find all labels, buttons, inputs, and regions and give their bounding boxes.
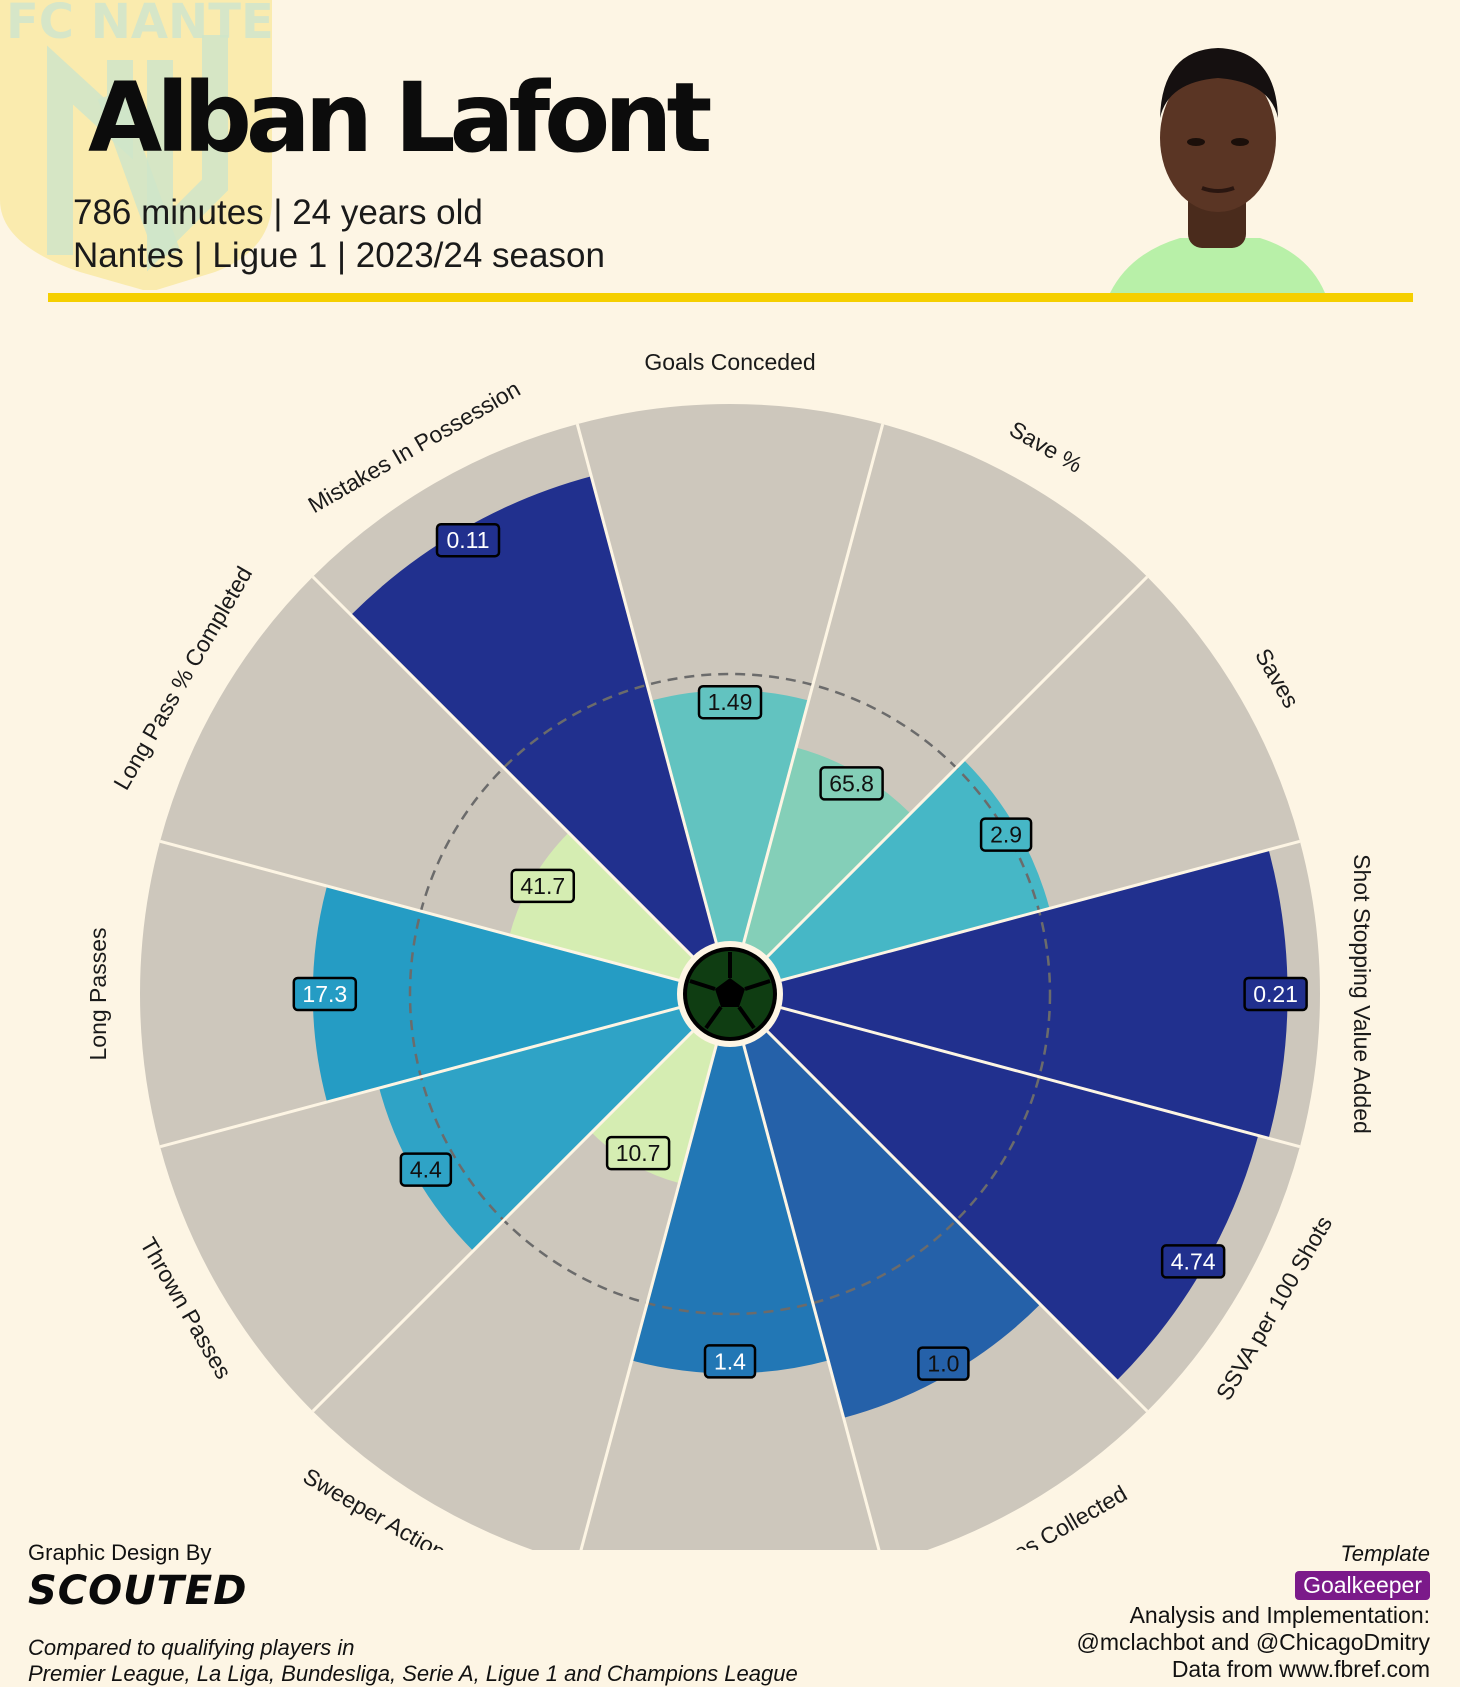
template-badge: Goalkeeper — [1295, 1571, 1430, 1600]
value-label-1: 65.8 — [819, 766, 884, 801]
header-divider — [48, 293, 1413, 302]
divider-3 — [777, 839, 1301, 983]
divider-10 — [159, 839, 683, 983]
bar-0 — [651, 690, 809, 946]
category-label-3: Shot Stopping Value Added — [1349, 854, 1375, 1134]
reference-ring — [408, 672, 1052, 1316]
divider-2 — [764, 575, 1149, 960]
value-label-10: 41.7 — [510, 868, 576, 904]
value-label-6: 1.4 — [703, 1344, 757, 1379]
svg-text:65.8: 65.8 — [829, 770, 874, 796]
divider-0 — [575, 423, 719, 947]
svg-text:2.9: 2.9 — [990, 822, 1022, 848]
value-labels: 1.49 65.8 2.9 0.21 4.74 1.0 1.4 10.7 4.4 17.3 41.7… — [292, 522, 1308, 1381]
bar-2 — [765, 760, 1050, 982]
divider-5 — [764, 1028, 1149, 1413]
svg-text:1.0: 1.0 — [927, 1351, 959, 1377]
divider-9 — [159, 1005, 683, 1149]
value-label-7: 10.7 — [605, 1135, 671, 1171]
template-label: Template — [1340, 1541, 1430, 1566]
club-crest-logo: FC NANTES — [0, 0, 275, 290]
player-info-line1: 786 minutes | 24 years old — [73, 193, 483, 232]
comparison-line1: Compared to qualifying players in — [28, 1635, 355, 1660]
divider-6 — [741, 1041, 881, 1550]
value-label-5: 1.0 — [917, 1346, 970, 1381]
attribution-block: Template Goalkeeper Analysis and Impleme… — [1076, 1540, 1431, 1683]
divider-4 — [777, 1005, 1301, 1149]
value-label-11: 0.11 — [435, 522, 501, 558]
bar-4 — [765, 1006, 1259, 1381]
svg-text:1.49: 1.49 — [708, 689, 753, 715]
slice-dividers — [159, 423, 1301, 1550]
bar-3 — [778, 849, 1288, 1139]
svg-text:0.21: 0.21 — [1253, 981, 1298, 1007]
category-label-1: Save % — [1005, 416, 1087, 478]
comparison-line2: Premier League, La Liga, Bundesliga, Ser… — [28, 1661, 798, 1686]
svg-text:17.3: 17.3 — [302, 981, 347, 1007]
authors: @mclachbot and @ChicagoDmitry — [1076, 1629, 1431, 1655]
data-source: Data from www.fbref.com — [1171, 1656, 1430, 1682]
bar-11 — [350, 476, 718, 959]
value-label-0: 1.49 — [697, 684, 763, 720]
reference-circle — [408, 672, 1052, 1316]
scouted-logo: SCOUTED — [28, 1568, 248, 1614]
value-label-8: 4.4 — [399, 1152, 453, 1187]
bar-5 — [742, 1029, 1041, 1418]
divider-1 — [741, 423, 885, 947]
svg-text:10.7: 10.7 — [616, 1140, 661, 1166]
bar-9 — [312, 886, 682, 1102]
value-label-2: 2.9 — [979, 817, 1033, 852]
svg-text:FC NANTES: FC NANTES — [6, 0, 275, 50]
svg-text:4.74: 4.74 — [1171, 1248, 1216, 1274]
player-info-line2: Nantes | Ligue 1 | 2023/24 season — [73, 236, 605, 275]
value-label-4: 4.74 — [1160, 1244, 1226, 1279]
slice-bg-0 — [577, 404, 883, 946]
divider-11 — [311, 575, 696, 960]
svg-text:1.4: 1.4 — [714, 1348, 746, 1374]
svg-text:0.11: 0.11 — [446, 527, 489, 553]
percentile-bars — [312, 476, 1288, 1418]
category-label-2: Saves — [1250, 644, 1304, 712]
analysis-label: Analysis and Implementation: — [1129, 1602, 1430, 1628]
value-label-9: 17.3 — [292, 976, 358, 1012]
player-name: Alban Lafont — [88, 62, 712, 174]
category-label-9: Long Passes — [85, 928, 111, 1061]
svg-text:4.4: 4.4 — [410, 1157, 442, 1183]
bar-6 — [631, 1042, 829, 1374]
divider-7 — [579, 1041, 719, 1550]
player-photo — [1110, 48, 1325, 293]
divider-8 — [311, 1028, 696, 1413]
pizza-chart: 1.49 65.8 2.9 0.21 4.74 1.0 1.4 10.7 4.4 17.3 41.7… — [85, 349, 1375, 1550]
comparison-note: Compared to qualifying players in Premie… — [28, 1635, 798, 1687]
football-icon — [677, 941, 783, 1047]
design-credit: Graphic Design By — [28, 1540, 212, 1565]
category-label-0: Goals Conceded — [644, 349, 815, 375]
svg-text:41.7: 41.7 — [520, 873, 565, 899]
value-label-3: 0.21 — [1243, 976, 1308, 1012]
